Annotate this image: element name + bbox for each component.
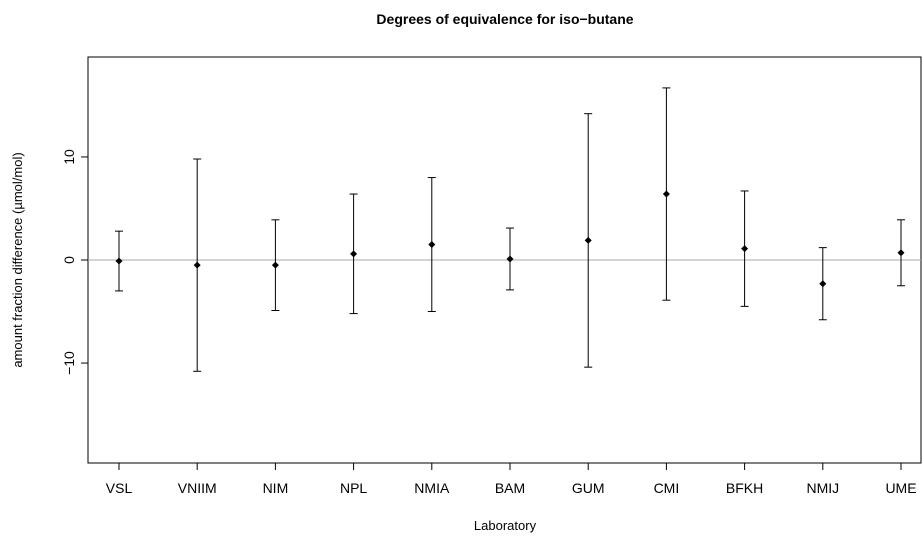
x-tick-label: UME: [885, 480, 916, 496]
point: [506, 255, 514, 263]
point: [350, 250, 358, 258]
x-tick-label: NMIA: [414, 480, 450, 496]
y-axis-label: amount fraction difference (µmol/mol): [10, 152, 25, 367]
x-tick-label: GUM: [572, 480, 605, 496]
point: [271, 261, 279, 269]
point: [819, 280, 827, 288]
x-tick-label: CMI: [654, 480, 680, 496]
y-tick-label: 0: [61, 256, 77, 264]
x-tick-label: VNIIM: [178, 480, 217, 496]
x-tick-label: NIM: [263, 480, 289, 496]
x-tick-label: NMIJ: [806, 480, 839, 496]
point: [662, 190, 670, 198]
chart-title: Degrees of equivalence for iso−butane: [376, 11, 633, 27]
x-tick-label: BFKH: [726, 480, 763, 496]
point: [584, 236, 592, 244]
x-tick-label: BAM: [495, 480, 525, 496]
point: [115, 257, 123, 265]
point: [193, 261, 201, 269]
x-axis-label: Laboratory: [474, 518, 537, 533]
point: [428, 241, 436, 249]
x-tick-label: VSL: [106, 480, 133, 496]
point: [741, 245, 749, 253]
y-tick-label: 10: [61, 149, 77, 165]
y-tick-label: −10: [61, 351, 77, 375]
point: [897, 249, 905, 257]
x-tick-label: NPL: [340, 480, 367, 496]
